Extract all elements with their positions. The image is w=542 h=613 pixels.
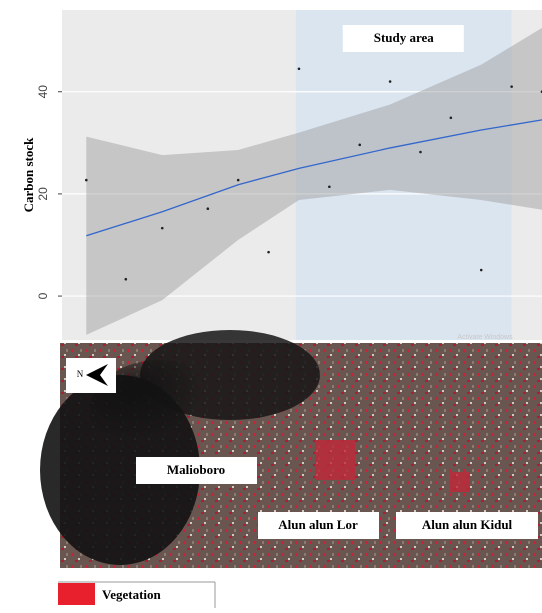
plot: 0 20 40 Study area Activate Windows xyxy=(36,10,542,341)
point xyxy=(297,67,301,71)
point xyxy=(85,178,88,182)
compass-arrow xyxy=(86,364,108,386)
point xyxy=(358,143,362,147)
fit-line xyxy=(86,119,542,237)
legend-swatch xyxy=(58,583,95,605)
point xyxy=(267,250,270,254)
y-axis-label: Carbon stock xyxy=(21,137,36,213)
legend: Vegetation xyxy=(58,581,216,608)
point xyxy=(419,150,422,154)
square xyxy=(315,440,355,480)
map-image: N Malioboro Alun alun Lor Alun alun Kidu… xyxy=(40,330,542,568)
compass-label: N xyxy=(77,369,84,379)
map-label: Malioboro xyxy=(167,462,225,477)
study-area xyxy=(295,10,512,340)
label-box xyxy=(396,512,538,539)
label-box xyxy=(258,512,379,539)
study-area-label-box xyxy=(342,25,464,52)
label-box xyxy=(136,457,257,484)
point xyxy=(236,178,240,182)
confidence-band xyxy=(86,27,542,335)
point xyxy=(479,268,483,272)
point xyxy=(510,85,513,88)
y-tick-label: 20 xyxy=(36,187,50,201)
y-tick-label: 40 xyxy=(36,85,50,99)
point xyxy=(160,226,164,230)
point xyxy=(388,80,392,83)
point xyxy=(328,185,331,189)
watermark: Activate Windows xyxy=(457,334,513,341)
shadow xyxy=(90,360,230,460)
map-label: Alun alun Kidul xyxy=(422,517,513,532)
point xyxy=(206,207,210,211)
square xyxy=(450,472,470,492)
y-tick-label: 0 xyxy=(36,292,50,299)
map-label: Alun alun Lor xyxy=(278,517,358,532)
point xyxy=(449,116,453,120)
legend-label: Vegetation xyxy=(102,587,162,602)
point xyxy=(124,277,128,281)
study-area-label: Study area xyxy=(374,30,435,45)
